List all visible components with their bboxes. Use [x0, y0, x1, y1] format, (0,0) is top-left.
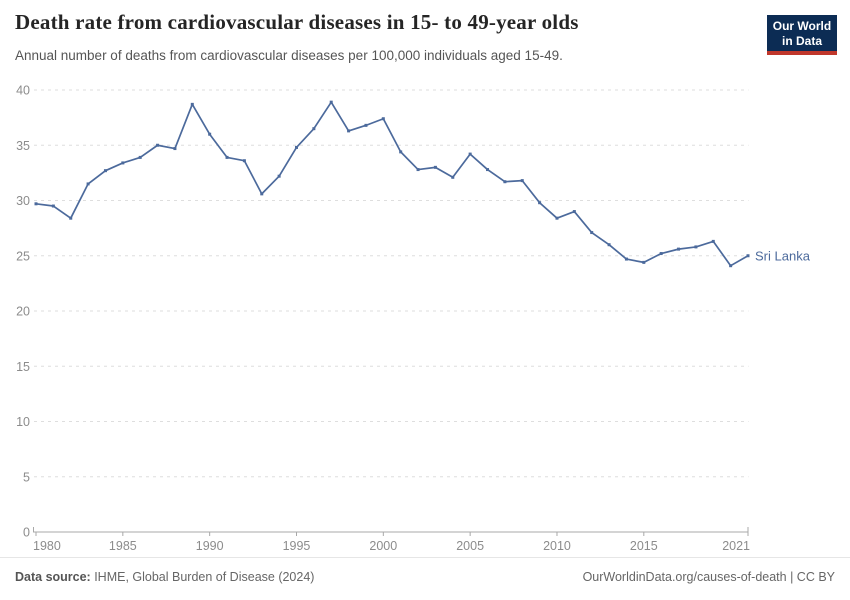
- y-tick-label: 5: [23, 470, 30, 484]
- y-tick-label: 0: [23, 526, 30, 540]
- data-point: [694, 245, 698, 249]
- data-point: [173, 147, 177, 151]
- x-tick-label: 2000: [369, 539, 397, 553]
- data-point: [572, 210, 576, 214]
- data-point: [51, 204, 55, 208]
- data-point: [69, 216, 73, 220]
- data-point: [260, 192, 264, 196]
- data-point: [711, 239, 715, 243]
- data-point: [555, 216, 559, 220]
- y-tick-label: 25: [16, 249, 30, 263]
- owid-logo-line2: in Data: [781, 33, 822, 48]
- x-tick-label: 1990: [196, 539, 224, 553]
- data-point: [729, 264, 733, 268]
- owid-logo-line1: Our World: [772, 19, 832, 33]
- data-point: [225, 155, 229, 159]
- data-point: [86, 182, 90, 186]
- x-tick-label: 1985: [109, 539, 137, 553]
- data-point: [503, 180, 507, 184]
- data-point: [642, 260, 646, 264]
- chart-subtitle: Annual number of deaths from cardiovascu…: [15, 48, 563, 63]
- x-tick-label: 1980: [33, 539, 61, 553]
- data-point: [399, 150, 403, 154]
- data-point: [520, 179, 524, 183]
- data-point: [329, 100, 333, 104]
- data-point: [416, 168, 420, 172]
- data-point: [364, 123, 368, 127]
- y-tick-label: 35: [16, 139, 30, 153]
- data-source-text: IHME, Global Burden of Disease (2024): [90, 570, 315, 584]
- data-point: [607, 243, 611, 247]
- data-point: [312, 127, 316, 131]
- data-point: [156, 143, 160, 147]
- data-source-label: Data source:: [15, 570, 91, 584]
- data-point: [486, 168, 490, 172]
- data-point: [347, 129, 351, 133]
- x-tick-label: 2010: [543, 539, 571, 553]
- data-point: [294, 145, 298, 149]
- data-point: [590, 231, 594, 235]
- chart-footer: Data source: IHME, Global Burden of Dise…: [0, 557, 850, 600]
- owid-logo[interactable]: Our World in Data: [767, 15, 837, 56]
- data-point: [242, 159, 246, 163]
- y-tick-label: 20: [16, 305, 30, 319]
- entity-label: Sri Lanka: [755, 248, 811, 263]
- data-point: [190, 102, 194, 106]
- y-tick-label: 30: [16, 194, 30, 208]
- footer-attribution[interactable]: OurWorldinData.org/causes-of-death | CC …: [582, 570, 835, 584]
- data-point: [208, 132, 212, 136]
- data-point: [746, 254, 750, 258]
- data-source: Data source: IHME, Global Burden of Dise…: [15, 570, 314, 600]
- data-point: [677, 247, 681, 251]
- data-point: [138, 155, 142, 159]
- data-point: [34, 202, 38, 206]
- data-point: [121, 161, 125, 165]
- data-point: [381, 117, 385, 121]
- x-tick-label: 1995: [283, 539, 311, 553]
- y-tick-label: 15: [16, 360, 30, 374]
- data-point: [468, 152, 472, 156]
- data-point: [433, 165, 437, 169]
- y-tick-label: 10: [16, 415, 30, 429]
- page-title: Death rate from cardiovascular diseases …: [15, 10, 579, 34]
- x-tick-label: 2005: [456, 539, 484, 553]
- y-tick-label: 40: [16, 84, 30, 98]
- data-point: [277, 174, 281, 178]
- data-point: [451, 175, 455, 179]
- data-point: [538, 201, 542, 205]
- data-point: [659, 252, 663, 256]
- data-point: [624, 257, 628, 261]
- data-point: [103, 169, 107, 173]
- x-tick-label: 2021: [722, 539, 750, 553]
- data-line[interactable]: [35, 101, 749, 267]
- x-tick-label: 2015: [630, 539, 658, 553]
